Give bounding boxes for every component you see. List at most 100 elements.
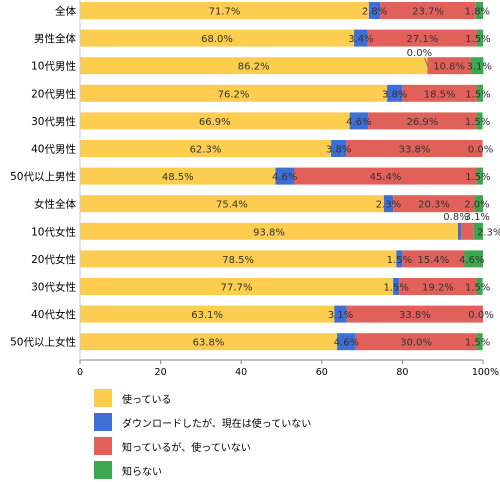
data-label: 1.5%: [465, 172, 490, 183]
category-label: 10代男性: [31, 60, 76, 73]
category-label: 男性全体: [34, 32, 76, 45]
bar-segment: [402, 250, 465, 268]
data-label: 1.5%: [465, 338, 490, 349]
bar-segment: [387, 84, 403, 102]
x-tick-label: 0: [77, 367, 83, 378]
data-label: 3.1%: [466, 62, 491, 73]
data-label: 20.3%: [418, 200, 450, 211]
bar-segment: [80, 278, 394, 295]
bar-segment: [464, 250, 483, 268]
bar-segment: [80, 57, 428, 75]
bar-segment: [396, 250, 403, 268]
bar-segment: [393, 278, 400, 295]
bar-segment: [349, 112, 369, 130]
legend-label-downloaded-not-using: ダウンロードしたが、現在は使っていない: [122, 419, 312, 430]
bar-segment: [346, 305, 483, 323]
data-label: 78.5%: [222, 255, 254, 266]
bar-segment: [458, 222, 462, 240]
data-label: 4.6%: [346, 117, 371, 128]
data-label: 1.5%: [465, 283, 490, 294]
bar-segment: [80, 195, 384, 213]
bar-segment: [393, 195, 475, 213]
bar-segment: [476, 167, 483, 185]
legend-swatch-do-not-know: [94, 461, 112, 479]
bar-segment: [368, 112, 477, 130]
category-label: 全体: [55, 5, 76, 18]
bar-segment: [470, 57, 484, 75]
bar-segment: [474, 195, 483, 213]
data-label: 62.3%: [190, 145, 222, 156]
data-label: 18.5%: [424, 89, 456, 100]
category-label: 40代女性: [31, 308, 76, 321]
data-label: 2.0%: [464, 200, 489, 211]
data-label: 1.5%: [465, 89, 490, 100]
legend-swatch-using: [94, 389, 112, 407]
x-axis: 0 20 40 60 80 100%: [77, 0, 499, 378]
data-label: 63.8%: [193, 338, 225, 349]
bar-segment: [80, 84, 388, 102]
data-label: 23.7%: [412, 7, 444, 18]
data-label: 3.8%: [382, 89, 407, 100]
legend-swatch-downloaded-not-using: [94, 413, 112, 431]
bar-segment: [346, 140, 483, 157]
bar-segment: [331, 140, 347, 157]
legend-swatch-know-not-using: [94, 437, 112, 455]
data-label: 0.0%: [407, 48, 432, 59]
data-label: 3.8%: [326, 145, 351, 156]
data-label: 75.4%: [216, 200, 248, 211]
data-label: 93.8%: [253, 227, 285, 238]
bar-segment: [461, 222, 474, 240]
data-label: 30.0%: [400, 338, 432, 349]
data-label: 1.5%: [465, 34, 490, 45]
bar-segment: [80, 112, 350, 130]
data-label: 2.8%: [362, 7, 387, 18]
bar-segment: [293, 167, 477, 185]
data-label: 77.7%: [221, 283, 253, 294]
data-label: 1.5%: [383, 283, 408, 294]
data-label: 3.1%: [328, 310, 353, 321]
stacked-bar-chart: 全体 71.7% 2.8% 23.7% 1.8% 男性全体 68.0% 3.4% 27.1% 1.…: [10, 0, 500, 378]
legend-label-using: 使っている: [122, 395, 172, 406]
data-label: 71.7%: [209, 7, 241, 18]
bar-segment: [399, 278, 477, 295]
bar-segment: [367, 29, 477, 47]
data-label: 27.1%: [406, 34, 438, 45]
bar-segment: [337, 333, 356, 351]
bar-segment: [476, 112, 483, 130]
category-label: 40代男性: [31, 143, 76, 156]
legend-label-know-not-using: 知っているが、使っていない: [122, 443, 251, 454]
legend-label-do-not-know: 知らない: [122, 467, 162, 478]
bar-segment: [476, 84, 483, 102]
bar-segment: [368, 2, 381, 19]
data-label: 86.2%: [238, 62, 270, 73]
data-label: 1.5%: [387, 255, 412, 266]
data-label: 48.5%: [162, 172, 194, 183]
data-label: 66.9%: [199, 117, 231, 128]
x-tick-label: 20: [155, 367, 167, 378]
x-tick-label: 60: [316, 367, 328, 378]
data-label: 4.6%: [272, 172, 297, 183]
data-label: 63.1%: [191, 310, 223, 321]
bar-segment: [402, 84, 477, 102]
data-label: 76.2%: [218, 89, 250, 100]
data-label: 1.8%: [465, 7, 490, 18]
bar-segment: [383, 195, 394, 213]
bar-segment: [427, 57, 471, 75]
bar-segment: [80, 222, 459, 240]
category-label: 10代女性: [31, 225, 76, 238]
category-label: 女性全体: [34, 198, 76, 211]
bar-segment: [80, 2, 369, 19]
data-label: 3.1%: [465, 212, 490, 223]
leader-line: [424, 58, 429, 68]
data-label: 0.0%: [468, 145, 493, 156]
data-label: 1.5%: [465, 117, 490, 128]
bar-segment: [80, 305, 335, 323]
data-label: 68.0%: [201, 34, 233, 45]
category-label: 20代女性: [31, 253, 76, 266]
data-label: 4.6%: [334, 338, 359, 349]
category-label: 30代男性: [31, 115, 76, 128]
bar-segment: [476, 278, 483, 295]
data-label: 0.0%: [468, 310, 493, 321]
x-tick-label: 40: [235, 367, 247, 378]
bar-segment: [80, 250, 397, 268]
